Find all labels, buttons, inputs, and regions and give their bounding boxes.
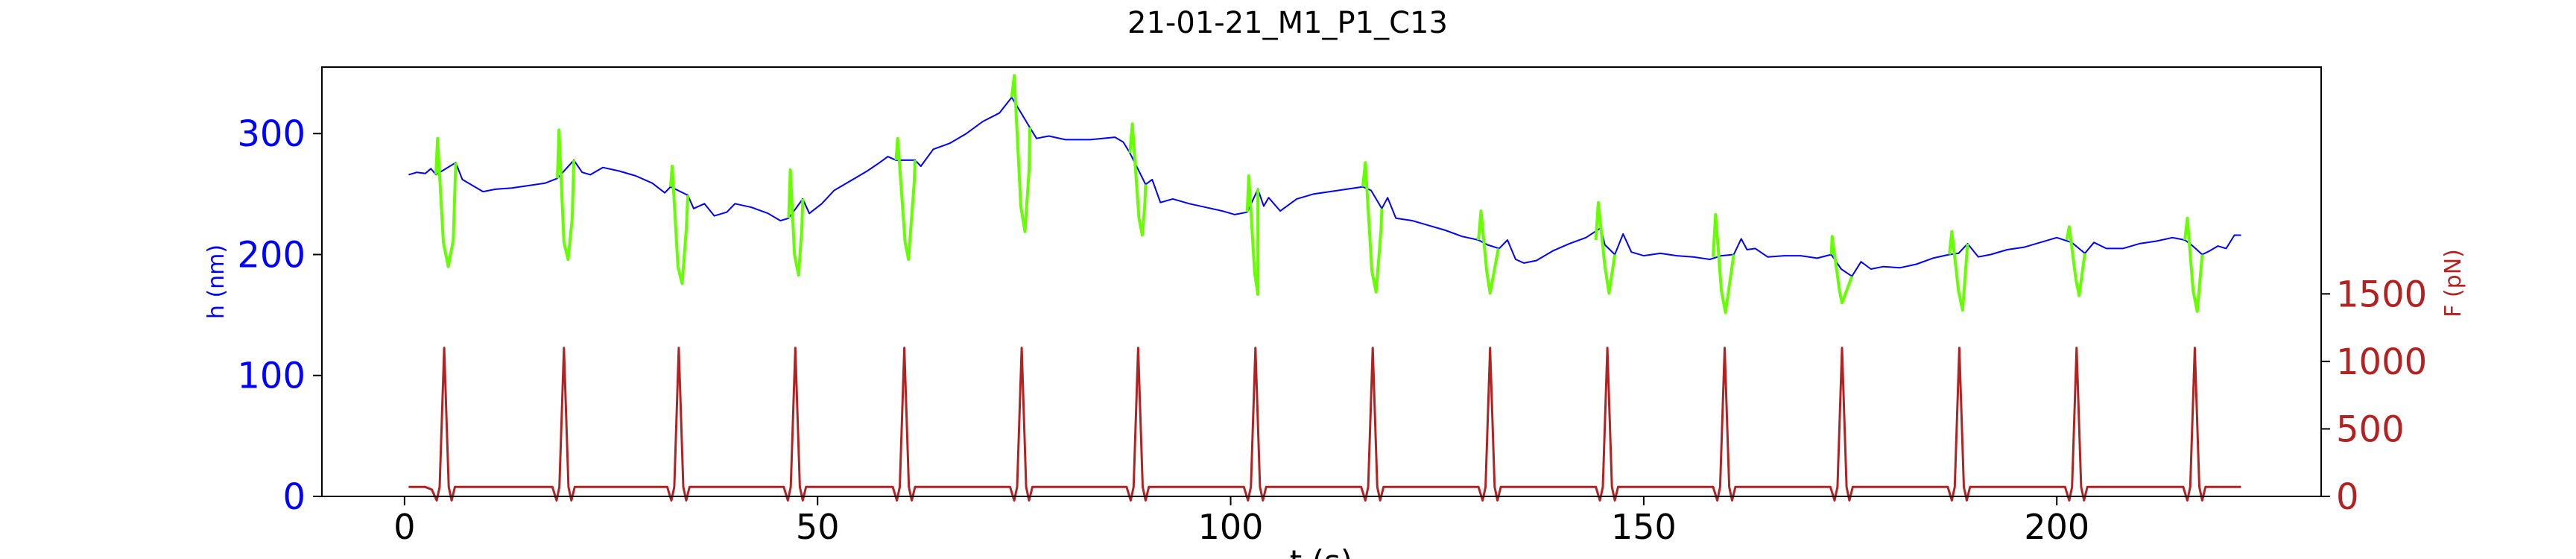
right-y-tick-label: 500 [2336, 408, 2405, 450]
x-tick-label: 150 [1611, 507, 1677, 547]
x-axis-label: t (s) [1290, 543, 1352, 559]
right-y-tick-label: 1500 [2336, 274, 2427, 315]
x-tick-label: 200 [2024, 507, 2089, 547]
pulse-segment [894, 136, 917, 261]
chart-title: 21-01-21_M1_P1_C13 [1127, 6, 1448, 40]
pulse-segment [787, 168, 805, 277]
left-y-tick-label: 300 [237, 113, 306, 155]
height-series [408, 96, 2241, 277]
pulse-segment [1712, 212, 1735, 315]
pulse-segment [1477, 209, 1500, 295]
x-axis: 0 50 100 150 200 [393, 496, 2089, 547]
x-tick-label: 0 [393, 507, 415, 547]
right-y-tick-label: 1000 [2336, 341, 2427, 383]
left-y-axis-label: h (nm) [203, 244, 230, 319]
pulse-segment [1829, 235, 1854, 305]
pulse-segment [2065, 225, 2086, 297]
x-tick-label: 100 [1198, 507, 1264, 547]
pulse-segment [1594, 200, 1617, 295]
pulse-segment [556, 128, 576, 261]
pulse-segment [1245, 174, 1260, 296]
left-y-tick-label: 100 [237, 356, 306, 397]
right-y-axis-label: F (pN) [2440, 249, 2466, 318]
left-y-tick-label: 0 [282, 476, 306, 518]
pulse-segment [668, 165, 690, 285]
left-y-tick-label: 200 [237, 234, 306, 276]
right-y-tick-label: 0 [2336, 476, 2359, 518]
pulse-segment [434, 136, 458, 268]
x-tick-label: 50 [796, 507, 840, 547]
pulse-segment [1010, 74, 1032, 233]
pulse-segment [1948, 230, 1969, 312]
height-line [408, 96, 2241, 277]
pulse-segment [1361, 161, 1384, 294]
left-y-axis: 0 100 200 300 [237, 113, 322, 518]
pulse-segment [2183, 216, 2204, 313]
pulse-segment [1128, 122, 1148, 237]
right-y-axis: 0 500 1000 1500 [2321, 274, 2427, 518]
plot-area-frame [321, 66, 2322, 497]
pulse-series [434, 74, 2204, 315]
force-series [408, 347, 2241, 502]
force-line [408, 347, 2241, 502]
